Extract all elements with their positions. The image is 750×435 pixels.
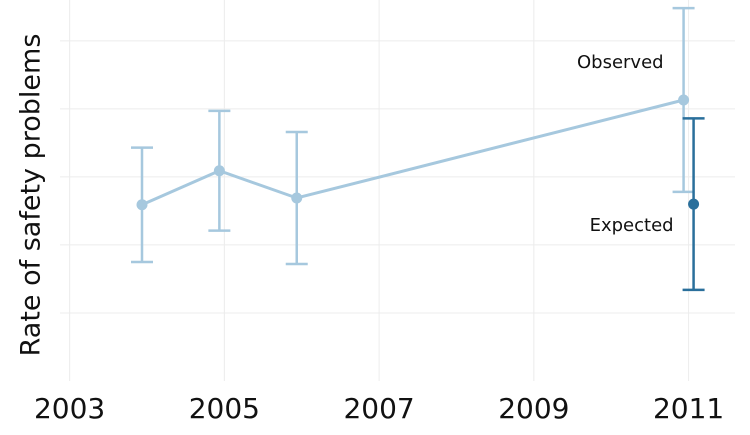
x-tick-label: 2007 xyxy=(343,392,414,425)
line xyxy=(141,98,684,207)
x-tick-label: 2011 xyxy=(653,392,724,425)
x-tick-label: 2003 xyxy=(34,392,105,425)
point xyxy=(678,94,690,106)
y-axis-label: Rate of safety problems xyxy=(16,34,47,357)
series-label: Expected xyxy=(590,215,674,236)
series-label: Observed xyxy=(577,52,664,73)
point xyxy=(688,198,700,210)
point xyxy=(213,165,225,177)
point xyxy=(136,199,148,211)
x-tick-label: 2005 xyxy=(189,392,260,425)
point xyxy=(291,192,303,204)
x-tick-label: 2009 xyxy=(498,392,569,425)
